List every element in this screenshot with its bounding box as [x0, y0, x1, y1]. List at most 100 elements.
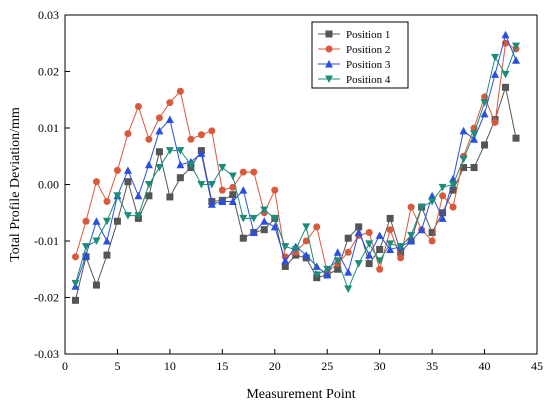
legend-label: Position 3	[346, 59, 391, 71]
data-point	[449, 181, 458, 189]
data-point	[449, 186, 457, 194]
x-axis-title: Measurement Point	[246, 387, 355, 402]
data-point	[71, 279, 80, 288]
data-point	[165, 115, 174, 124]
x-tick-label: 30	[374, 359, 386, 373]
data-point	[344, 268, 353, 276]
series-position-2	[71, 39, 520, 276]
y-tick-label: 0.00	[38, 178, 59, 192]
data-point	[134, 103, 142, 111]
series-position-4	[71, 42, 521, 294]
data-point	[333, 257, 342, 265]
data-point	[460, 164, 468, 172]
y-axis-title: Total Profile Deviation/mm	[8, 107, 23, 262]
y-tick-label: 0.01	[38, 121, 59, 135]
x-tick-label: 45	[531, 359, 543, 373]
data-point	[124, 130, 132, 138]
data-point	[365, 229, 373, 237]
data-point	[228, 172, 237, 181]
x-tick-label: 10	[164, 359, 176, 373]
data-point	[470, 130, 479, 138]
data-point	[334, 265, 342, 273]
x-tick-label: 35	[426, 359, 438, 373]
data-point	[449, 203, 457, 211]
data-point	[438, 183, 447, 192]
axes: 0 5 10 15 20 25 30 35 40 45 -0.03 -0.02 -0.01 0.00 0.0…	[34, 8, 543, 373]
data-point	[270, 222, 279, 231]
data-point	[501, 70, 510, 79]
data-point	[375, 257, 384, 265]
data-point	[281, 243, 290, 251]
data-point	[197, 149, 206, 157]
data-point	[386, 226, 394, 234]
data-point	[428, 191, 437, 200]
data-point	[176, 174, 184, 182]
data-point	[260, 217, 269, 225]
y-tick-label: -0.02	[34, 291, 59, 305]
data-point	[325, 60, 333, 68]
x-tick-label: 40	[479, 359, 491, 373]
data-point	[113, 192, 122, 200]
data-point	[397, 248, 405, 256]
data-point	[229, 191, 237, 199]
y-tick-label: -0.01	[34, 234, 59, 248]
data-point	[512, 42, 521, 51]
data-point	[197, 181, 206, 189]
data-point	[71, 296, 79, 304]
data-point	[501, 30, 510, 39]
series-layer	[71, 30, 521, 304]
data-point	[491, 53, 500, 62]
data-point	[218, 164, 227, 172]
data-point	[239, 186, 248, 194]
data-point	[323, 270, 332, 279]
data-point	[480, 99, 489, 107]
data-point	[491, 118, 499, 126]
data-point	[375, 231, 384, 239]
data-point	[323, 265, 332, 274]
data-point	[123, 166, 132, 174]
data-point	[155, 114, 163, 122]
data-point	[260, 206, 269, 214]
data-point	[145, 135, 153, 143]
data-point	[428, 229, 436, 237]
data-point	[260, 226, 268, 234]
data-point	[281, 256, 290, 265]
data-point	[407, 231, 416, 240]
data-point	[71, 253, 79, 261]
series-line	[75, 42, 517, 273]
data-point	[302, 251, 311, 259]
data-point	[325, 75, 333, 83]
data-point	[365, 240, 374, 248]
data-point	[365, 251, 374, 259]
data-point	[239, 168, 247, 176]
data-point	[176, 87, 184, 95]
data-point	[82, 217, 90, 225]
data-point	[250, 168, 258, 176]
data-point	[281, 262, 289, 270]
data-point	[407, 203, 415, 211]
data-point	[333, 248, 342, 256]
data-point	[354, 228, 363, 237]
data-point	[313, 223, 321, 231]
data-point	[354, 260, 363, 268]
data-point	[344, 285, 353, 294]
data-point	[312, 271, 321, 279]
y-tick-label: -0.03	[34, 347, 59, 361]
data-point	[249, 228, 258, 237]
data-point	[344, 248, 352, 256]
data-point	[512, 56, 521, 64]
data-point	[438, 214, 447, 222]
data-point	[81, 251, 90, 259]
data-point	[186, 161, 195, 169]
x-tick-label: 0	[62, 359, 68, 373]
data-point	[376, 265, 384, 273]
data-point	[271, 186, 279, 194]
data-point	[439, 192, 447, 200]
legend: Position 1 Position 2 Position 3 Position 4	[311, 21, 409, 89]
data-point	[207, 181, 216, 189]
data-point	[113, 217, 121, 225]
data-point	[270, 214, 279, 223]
data-point	[239, 234, 247, 242]
data-point	[325, 30, 333, 38]
